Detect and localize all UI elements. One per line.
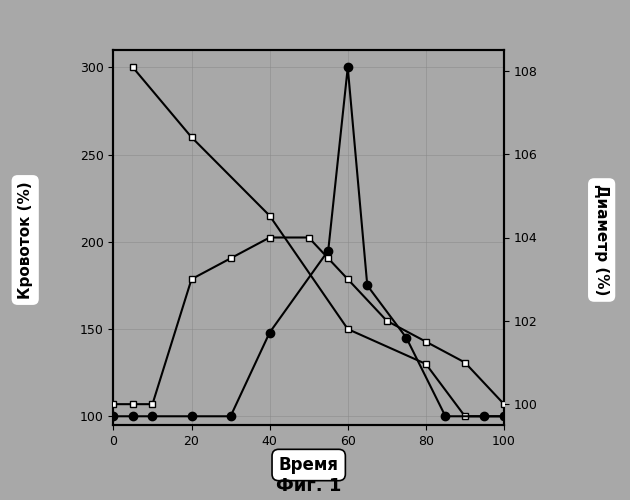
Text: Фиг. 1: Фиг. 1 [276, 477, 341, 495]
Text: Кровоток (%): Кровоток (%) [18, 181, 33, 299]
Text: Диаметр (%): Диаметр (%) [594, 184, 609, 296]
Text: Время: Время [278, 456, 339, 474]
